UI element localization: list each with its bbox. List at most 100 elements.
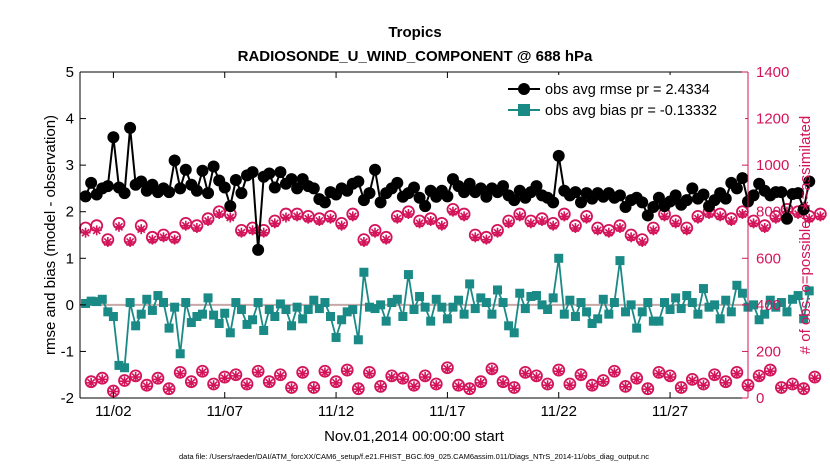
bias-marker [509,328,519,338]
bias-marker [186,318,196,328]
obs-assimilated-marker [776,383,787,394]
y-tick-label-left: -2 [61,390,74,407]
legend-rmse-label: obs avg rmse pr = 2.4334 [545,82,710,98]
bias-marker [364,302,374,312]
obs-assimilated-marker [809,373,820,384]
rmse-marker [252,243,265,256]
x-tick-label: 11/22 [541,403,577,420]
x-tick-label: 11/02 [95,403,131,420]
rmse-marker [569,186,582,199]
obs-assimilated-marker [269,218,280,229]
bias-marker [660,298,669,308]
bias-marker [687,298,697,308]
obs-assimilated-marker [670,218,681,229]
bias-marker [331,332,341,342]
bias-marker [543,305,553,315]
y-tick-label-right: 1000 [756,157,789,174]
bias-marker [431,294,441,304]
rmse-marker [179,163,192,176]
bias-marker [760,309,770,319]
rmse-marker [268,181,281,194]
bias-marker [565,295,575,305]
rmse-marker [730,182,743,195]
obs-assimilated-marker [314,216,325,227]
bias-marker [454,295,464,305]
obs-assimilated-marker [331,377,342,388]
obs-assimilated-marker [475,377,486,388]
obs-assimilated-marker [125,236,136,247]
obs-assimilated-marker [770,213,781,224]
bias-marker [203,293,213,303]
obs-assimilated-marker [130,372,141,383]
obs-assimilated-marker [648,225,659,236]
bias-marker [120,363,130,373]
bias-marker [726,307,736,317]
rmse-marker [235,187,248,200]
bias-marker [531,291,541,301]
rmse-marker [124,121,137,134]
obs-assimilated-marker [325,213,336,224]
rmse-marker [246,166,259,179]
bias-marker [754,315,764,325]
obs-assimilated-marker [815,211,826,222]
obs-assimilated-marker [219,373,230,384]
chart-subtitle: RADIOSONDE_U_WIND_COMPONENT @ 688 hPa [238,48,593,65]
obs-assimilated-marker [342,366,353,377]
bias-marker [298,314,308,324]
bias-marker [353,335,363,345]
bias-marker [465,279,475,289]
obs-assimilated-marker [375,381,386,392]
obs-assimilated-marker [286,383,297,394]
bias-marker [621,307,631,317]
obs-assimilated-marker [609,367,620,378]
obs-assimilated-marker [576,370,586,381]
rmse-marker [508,194,521,207]
rmse-marker [408,181,420,194]
obs-assimilated-marker [225,212,236,223]
bias-marker [604,309,614,319]
obs-assimilated-marker [453,381,464,392]
bias-marker [314,304,324,314]
rmse-marker [441,190,454,203]
bias-marker [398,312,408,321]
obs-assimilated-marker [486,365,497,376]
obs-assimilated-marker [503,218,514,229]
chart-title: Tropics [388,24,441,41]
rmse-marker [263,167,276,180]
obs-assimilated-marker [91,225,102,236]
obs-assimilated-marker [203,216,214,227]
obs-assimilated-marker [759,223,770,234]
rmse-marker [285,173,298,186]
bias-marker [370,304,380,314]
bias-marker [654,316,664,326]
x-tick-label: 11/17 [429,403,465,420]
rmse-marker [636,196,649,209]
obs-assimilated-marker [603,227,614,238]
bias-marker [415,291,425,301]
bias-marker [765,295,775,305]
rmse-marker [797,203,810,216]
obs-assimilated-marker [626,232,637,243]
bias-marker [376,300,386,310]
obs-assimilated-marker [537,216,548,227]
rmse-marker [101,180,114,193]
obs-assimilated-marker [152,374,163,385]
bias-marker [320,298,330,308]
obs-assimilated-marker [520,368,531,379]
bias-marker [615,256,625,266]
x-tick-label: 11/12 [318,403,354,420]
bias-marker [147,305,157,315]
obs-assimilated-marker [631,374,642,385]
obs-assimilated-marker [86,377,97,388]
obs-assimilated-marker [308,383,319,394]
obs-assimilated-marker [447,206,458,217]
bias-marker [220,308,230,318]
bias-marker [676,304,686,314]
bias-marker [86,296,96,306]
obs-assimilated-marker [787,380,798,391]
obs-assimilated-marker [158,232,169,243]
obs-assimilated-marker [726,216,737,227]
obs-assimilated-marker [191,223,202,234]
y-tick-label-left: 5 [66,64,74,81]
rmse-marker [780,212,793,225]
